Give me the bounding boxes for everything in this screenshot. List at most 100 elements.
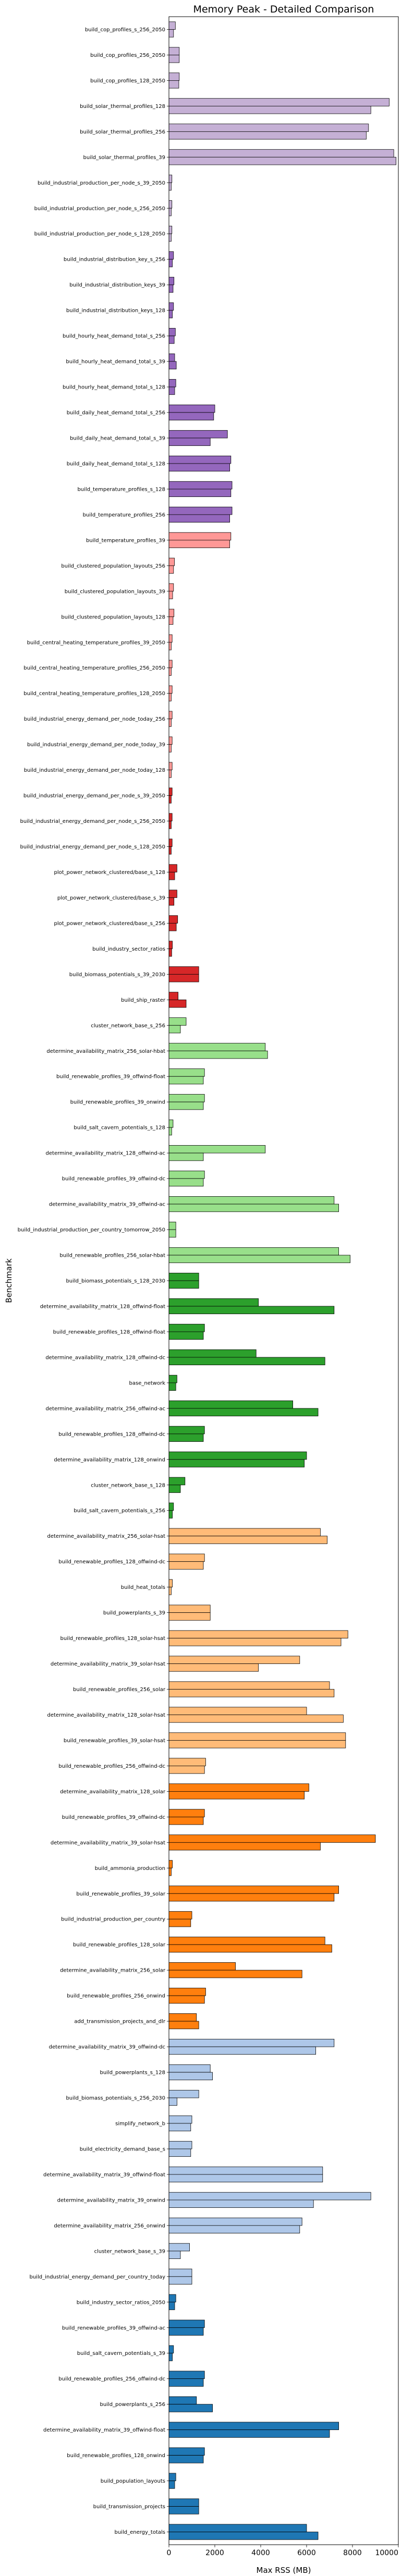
y-tick-label: determine_availability_matrix_128_solar-… — [47, 1712, 166, 1718]
y-tick-label: build_heat_totals — [121, 1585, 165, 1590]
bar-50-run-2 — [168, 1306, 335, 1315]
bar-36-run-1 — [168, 941, 173, 949]
y-tick-label: build_cop_profiles_128_2050 — [90, 78, 165, 84]
bar-12-run-1 — [168, 328, 176, 336]
bar-7-run-2 — [168, 208, 172, 216]
bar-43-run-1 — [168, 1120, 174, 1128]
y-tick-label: build_central_heating_temperature_profil… — [23, 665, 165, 671]
bar-53-run-1 — [168, 1375, 177, 1383]
bar-48-run-2 — [168, 1255, 351, 1263]
bar-59-run-2 — [168, 1536, 328, 1544]
bar-18-run-2 — [168, 489, 232, 497]
bar-52-run-1 — [168, 1349, 257, 1358]
bar-28-run-1 — [168, 736, 173, 745]
y-tick-label: build_transmission_projects — [93, 2504, 165, 2510]
y-tick-label: build_biomass_potentials_s_39_2030 — [69, 972, 165, 978]
y-tick-label: build_industrial_distribution_keys_39 — [69, 283, 165, 288]
bar-65-run-2 — [168, 1689, 335, 1697]
bar-16-run-2 — [168, 438, 211, 446]
bar-62-run-2 — [168, 1612, 211, 1621]
bar-31-run-2 — [168, 821, 172, 829]
bar-57-run-2 — [168, 1485, 181, 1493]
bar-63-run-2 — [168, 1638, 342, 1646]
y-tick-label: build_renewable_profiles_128_onwind — [67, 2453, 165, 2459]
bar-51-run-2 — [168, 1331, 204, 1340]
y-tick-label: build_cop_profiles_s_256_2050 — [85, 27, 165, 33]
bar-86-run-2 — [168, 2225, 300, 2233]
bar-60-run-1 — [168, 1553, 205, 1562]
bar-41-run-2 — [168, 1076, 204, 1085]
y-tick-label: build_industrial_production_per_node_s_2… — [34, 206, 165, 212]
bar-7-run-1 — [168, 200, 173, 209]
bar-81-run-2 — [168, 2097, 177, 2106]
bar-93-run-2 — [168, 2404, 213, 2412]
y-tick-label: build_renewable_profiles_39_solar-hsat — [64, 1738, 165, 1744]
y-tick-label: cluster_network_base_s_256 — [91, 1023, 165, 1029]
bar-23-run-1 — [168, 609, 175, 617]
bar-2-run-1 — [168, 72, 180, 81]
y-tick-label: build_salt_cavern_potentials_s_256 — [74, 1508, 165, 1514]
y-tick-label: plot_power_network_clustered/base_s_128 — [54, 870, 165, 876]
bar-51-run-1 — [168, 1323, 205, 1332]
bar-34-run-2 — [168, 897, 175, 906]
bar-1-run-2 — [168, 55, 180, 63]
y-tick-label: build_industrial_energy_demand_per_node_… — [23, 793, 165, 799]
bar-55-run-2 — [168, 1433, 204, 1442]
bar-64-run-1 — [168, 1656, 300, 1664]
bar-32-run-2 — [168, 846, 172, 855]
y-tick-label: build_industrial_energy_demand_per_node_… — [20, 819, 165, 824]
y-tick-label: build_industrial_production_per_node_s_1… — [34, 232, 165, 237]
y-tick-label: build_solar_thermal_profiles_256 — [80, 129, 165, 135]
y-tick-label: build_hourly_heat_demand_total_s_39 — [66, 359, 165, 365]
bar-41-run-1 — [168, 1068, 205, 1077]
bar-37-run-2 — [168, 974, 199, 982]
bar-43-run-2 — [168, 1127, 172, 1136]
y-tick-labels: build_cop_profiles_s_256_2050 build_cop_p… — [18, 27, 169, 2535]
y-tick-label: determine_availability_matrix_256_onwind — [54, 2223, 165, 2229]
y-tick-label: build_ship_raster — [121, 998, 166, 1003]
bar-89-run-1 — [168, 2294, 176, 2303]
bar-80-run-2 — [168, 2072, 213, 2081]
y-tick-label: cluster_network_base_s_128 — [91, 1483, 165, 1488]
bar-83-run-2 — [168, 2148, 191, 2157]
bar-13-run-2 — [168, 361, 177, 370]
bar-73-run-1 — [168, 1886, 339, 1894]
bar-98-run-1 — [168, 2524, 307, 2532]
bar-95-run-2 — [168, 2455, 204, 2463]
bar-87-run-1 — [168, 2243, 190, 2252]
bar-55-run-1 — [168, 1426, 205, 1435]
chart-title: Memory Peak - Detailed Comparison — [193, 4, 374, 15]
bar-38-run-2 — [168, 999, 187, 1008]
y-tick-label: determine_availability_matrix_39_offwind… — [43, 2427, 165, 2433]
bar-19-run-2 — [168, 514, 230, 523]
y-tick-label: build_ammonia_production — [95, 1866, 165, 1872]
bar-39-run-2 — [168, 1025, 181, 1034]
x-tick-label: 8000 — [343, 2549, 362, 2557]
bar-49-run-2 — [168, 1280, 199, 1289]
bar-93-run-1 — [168, 2396, 197, 2405]
y-tick-label: build_renewable_profiles_128_offwind-flo… — [53, 1329, 165, 1335]
y-tick-label: build_renewable_profiles_39_onwind — [70, 1100, 165, 1105]
bar-38-run-1 — [168, 992, 179, 1000]
y-tick-label: build_industrial_energy_demand_per_node_… — [24, 768, 165, 773]
bar-22-run-2 — [168, 591, 173, 599]
bar-27-run-1 — [168, 711, 173, 720]
bar-42-run-2 — [168, 1101, 204, 1110]
bar-29-run-1 — [168, 762, 173, 771]
bar-21-run-2 — [168, 565, 174, 574]
bar-19-run-1 — [168, 506, 233, 515]
bar-37-run-1 — [168, 966, 199, 975]
bar-68-run-2 — [168, 1766, 205, 1774]
y-tick-label: determine_availability_matrix_128_onwind — [54, 1457, 165, 1463]
y-tick-label: build_industrial_production_per_country — [61, 1917, 165, 1923]
bar-59-run-1 — [168, 1528, 321, 1537]
bar-92-run-1 — [168, 2371, 205, 2379]
y-tick-label: build_renewable_profiles_256_offwind-dc — [58, 2376, 165, 2382]
bar-91-run-1 — [168, 2345, 174, 2354]
bar-3-run-1 — [168, 98, 389, 106]
bar-80-run-1 — [168, 2064, 211, 2073]
y-tick-label: determine_availability_matrix_256_solar-… — [47, 1534, 166, 1539]
bar-54-run-1 — [168, 1400, 294, 1409]
y-tick-label: determine_availability_matrix_39_solar-h… — [51, 1840, 165, 1846]
